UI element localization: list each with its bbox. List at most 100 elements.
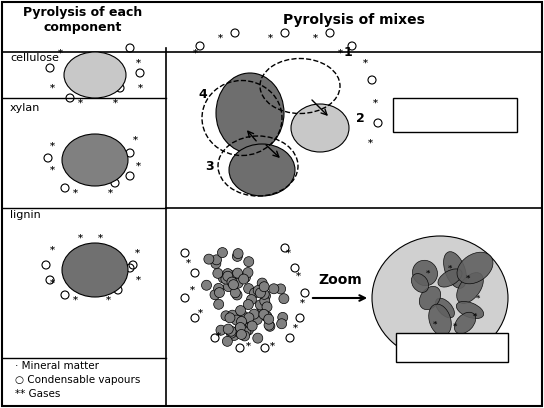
Circle shape xyxy=(83,166,87,170)
Circle shape xyxy=(212,255,221,265)
Text: *: * xyxy=(72,295,77,304)
Circle shape xyxy=(237,317,246,326)
Circle shape xyxy=(224,282,233,292)
Ellipse shape xyxy=(429,304,452,336)
Circle shape xyxy=(223,324,233,334)
Text: *: * xyxy=(50,246,54,255)
Text: *: * xyxy=(448,264,452,272)
Circle shape xyxy=(236,306,245,315)
Text: *: * xyxy=(218,33,222,42)
Circle shape xyxy=(246,295,256,305)
Ellipse shape xyxy=(62,243,128,297)
Ellipse shape xyxy=(456,302,484,319)
Text: *: * xyxy=(133,135,138,144)
Text: Simple mix: Simple mix xyxy=(416,109,493,122)
Circle shape xyxy=(236,322,245,333)
Circle shape xyxy=(233,248,243,259)
Text: *: * xyxy=(433,320,437,328)
Circle shape xyxy=(223,271,233,281)
Circle shape xyxy=(260,106,264,110)
Text: 2: 2 xyxy=(356,111,364,124)
Circle shape xyxy=(262,311,272,322)
Ellipse shape xyxy=(438,269,462,287)
Text: *: * xyxy=(58,49,63,58)
Circle shape xyxy=(213,268,223,278)
Circle shape xyxy=(276,284,286,294)
Circle shape xyxy=(88,271,92,275)
Circle shape xyxy=(239,274,249,284)
Circle shape xyxy=(255,300,265,310)
Circle shape xyxy=(239,311,249,321)
Text: *: * xyxy=(135,58,140,67)
Text: 3: 3 xyxy=(206,160,214,173)
Circle shape xyxy=(255,288,265,298)
Ellipse shape xyxy=(443,252,466,288)
Text: *: * xyxy=(77,233,83,242)
Circle shape xyxy=(228,280,238,290)
Circle shape xyxy=(446,306,450,310)
Circle shape xyxy=(244,313,254,323)
Text: *: * xyxy=(97,233,102,242)
Text: *: * xyxy=(312,33,318,42)
Text: *: * xyxy=(268,33,273,42)
Text: *: * xyxy=(286,248,290,257)
Circle shape xyxy=(103,281,107,285)
Circle shape xyxy=(256,176,260,180)
Circle shape xyxy=(249,309,259,319)
Text: xylan: xylan xyxy=(10,103,40,113)
Ellipse shape xyxy=(372,236,508,360)
Circle shape xyxy=(243,325,254,335)
Text: 1: 1 xyxy=(344,47,353,60)
Text: Zoom: Zoom xyxy=(318,273,362,287)
Ellipse shape xyxy=(64,52,126,98)
Circle shape xyxy=(88,164,92,168)
Ellipse shape xyxy=(291,104,349,152)
Circle shape xyxy=(270,161,274,165)
Circle shape xyxy=(225,313,235,323)
Ellipse shape xyxy=(436,298,454,318)
Circle shape xyxy=(229,330,239,341)
Circle shape xyxy=(214,299,224,309)
Text: *: * xyxy=(135,162,140,171)
Circle shape xyxy=(240,101,244,105)
Circle shape xyxy=(433,298,437,302)
Circle shape xyxy=(259,289,269,299)
Circle shape xyxy=(253,286,263,295)
Text: *: * xyxy=(50,142,54,151)
Circle shape xyxy=(257,278,267,288)
Circle shape xyxy=(218,248,227,257)
Ellipse shape xyxy=(62,134,128,186)
Circle shape xyxy=(246,123,250,127)
Circle shape xyxy=(236,317,245,327)
Circle shape xyxy=(210,290,220,300)
Circle shape xyxy=(257,303,267,313)
Circle shape xyxy=(264,314,274,324)
Circle shape xyxy=(234,324,245,334)
Circle shape xyxy=(226,328,236,338)
Text: Intimate mix: Intimate mix xyxy=(407,341,497,353)
Circle shape xyxy=(279,294,289,304)
Circle shape xyxy=(225,274,235,284)
Circle shape xyxy=(214,284,224,293)
Text: *: * xyxy=(476,294,480,302)
Circle shape xyxy=(260,299,270,309)
Circle shape xyxy=(98,266,102,270)
Circle shape xyxy=(438,288,442,292)
Ellipse shape xyxy=(454,312,475,334)
Text: *: * xyxy=(453,322,457,330)
Circle shape xyxy=(78,148,82,152)
Circle shape xyxy=(232,251,242,262)
Text: cellulose: cellulose xyxy=(10,53,59,63)
Circle shape xyxy=(214,288,225,297)
Circle shape xyxy=(253,111,257,115)
Circle shape xyxy=(233,268,243,278)
Circle shape xyxy=(244,257,254,267)
Circle shape xyxy=(98,154,102,158)
Text: *: * xyxy=(193,49,197,58)
Text: *: * xyxy=(197,308,202,317)
Circle shape xyxy=(262,302,272,312)
Circle shape xyxy=(222,268,233,279)
Circle shape xyxy=(221,274,231,284)
Circle shape xyxy=(264,320,274,330)
Text: *: * xyxy=(106,295,110,304)
